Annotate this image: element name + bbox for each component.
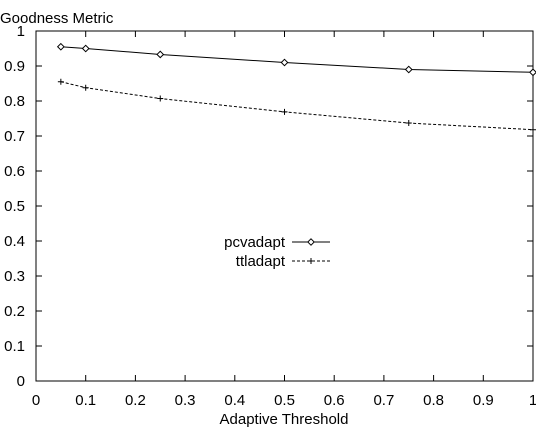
y-tick-label: 0.9 <box>4 58 25 75</box>
data-point-ttladapt <box>157 95 164 102</box>
legend-marker-ttladapt <box>308 258 314 264</box>
y-tick-label: 0.5 <box>4 198 25 215</box>
y-tick-label: 0 <box>17 373 25 390</box>
y-tick-label: 0.8 <box>4 93 25 110</box>
x-tick-label: 0.7 <box>373 392 394 409</box>
data-point-pcvadapt <box>156 50 165 59</box>
data-point-ttladapt <box>57 78 64 85</box>
x-tick-label: 0.9 <box>473 392 494 409</box>
x-tick-label: 0.6 <box>324 392 345 409</box>
data-point-ttladapt <box>405 120 412 127</box>
x-tick-label: 0.4 <box>224 392 245 409</box>
data-point-pcvadapt <box>81 44 90 53</box>
y-tick-label: 0.1 <box>4 338 25 355</box>
x-tick-label: 0.5 <box>274 392 295 409</box>
legend: pcvadapt ttladapt <box>224 234 330 270</box>
series-group <box>56 42 536 133</box>
legend-marker-pcvadapt <box>307 238 315 246</box>
y-axis-title: Goodness Metric <box>0 10 114 27</box>
data-point-pcvadapt <box>56 42 65 51</box>
series-ttladapt <box>57 78 536 133</box>
y-tick-label: 0.7 <box>4 128 25 145</box>
plot-area-frame <box>35 30 534 382</box>
x-tick-label: 0 <box>32 392 40 409</box>
x-tick-label: 0.1 <box>75 392 96 409</box>
y-tick-label: 1 <box>17 23 25 40</box>
x-tick-label: 1 <box>529 392 536 409</box>
y-tick-label: 0.2 <box>4 303 25 320</box>
data-point-pcvadapt <box>529 68 536 77</box>
series-line-pcvadapt <box>60 46 534 73</box>
data-point-ttladapt <box>281 108 288 115</box>
legend-label-ttladapt: ttladapt <box>236 253 286 270</box>
data-point-pcvadapt <box>280 58 289 67</box>
x-tick-label: 0.2 <box>125 392 146 409</box>
y-tick-label: 0.6 <box>4 163 25 180</box>
data-point-ttladapt <box>82 84 89 91</box>
data-point-pcvadapt <box>404 65 413 74</box>
x-tick-label: 0.8 <box>423 392 444 409</box>
series-line-ttladapt <box>60 81 534 131</box>
x-axis-title: Adaptive Threshold <box>220 411 349 428</box>
data-point-ttladapt <box>530 126 536 133</box>
y-tick-label: 0.4 <box>4 233 25 250</box>
legend-label-pcvadapt: pcvadapt <box>224 234 286 251</box>
axis-ticks: 0 0.1 0.2 0.3 0.4 0.5 0.6 0.7 0.8 0.9 1 0 0.1 0.2 0.3 0… <box>4 23 536 409</box>
y-tick-label: 0.3 <box>4 268 25 285</box>
x-tick-label: 0.3 <box>175 392 196 409</box>
series-pcvadapt <box>56 42 536 77</box>
